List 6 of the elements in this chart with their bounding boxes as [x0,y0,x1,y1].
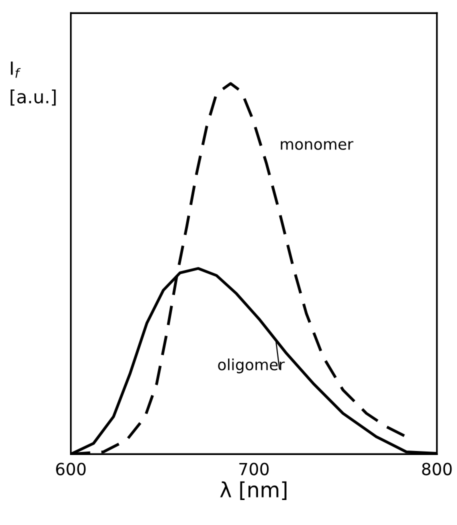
x-tick-label: 600 [56,462,86,476]
x-tick-label: 800 [422,462,452,476]
series-label: monomer [280,141,354,150]
y-axis-title: I$_{f}$ [a.u.] [10,62,56,106]
x-axis-title: λ [nm] [220,481,286,500]
x-tick-label: 700 [239,462,269,476]
